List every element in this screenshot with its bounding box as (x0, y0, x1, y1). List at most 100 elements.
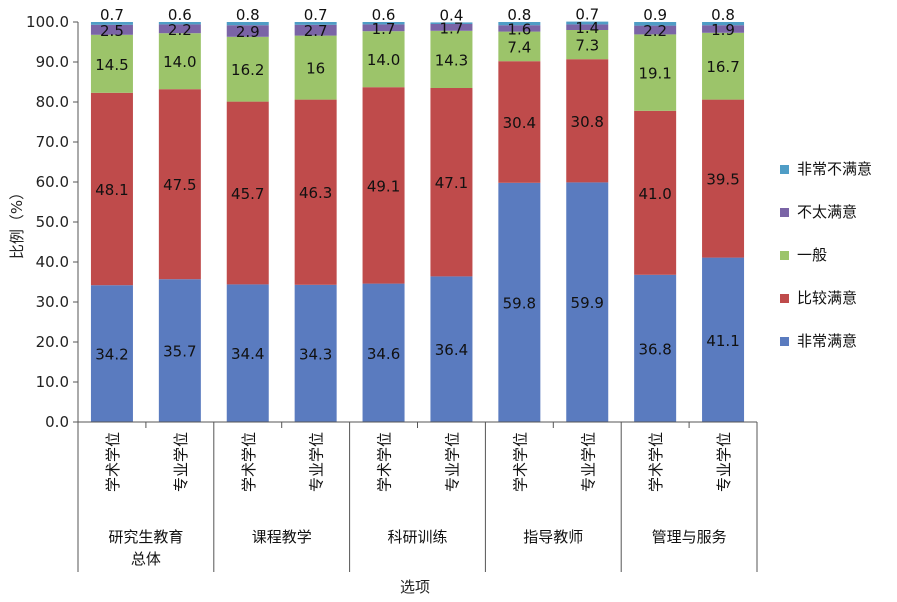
bar-segment (226, 101, 269, 285)
bar-segment (226, 25, 269, 37)
data-label: 0.6 (168, 6, 192, 24)
x-axis: 学术学位 专业学位 学术学位 专业学位 学术学位 专业学位 学术学位 专业学位 学术学位 专业学位… (77, 421, 758, 572)
data-label: 16 (306, 60, 325, 78)
legend-label: 比较满意 (797, 289, 857, 307)
bar-segment (362, 31, 405, 88)
y-tick-label: 60.0 (36, 173, 69, 191)
bar-segment (362, 87, 405, 284)
bar-segment (90, 285, 133, 422)
bar-segment (566, 182, 609, 422)
bar-segment (634, 110, 677, 275)
data-label: 46.3 (299, 184, 332, 202)
y-tick-label: 70.0 (36, 133, 69, 151)
legend-swatch (780, 337, 789, 346)
bar-segment (430, 276, 473, 422)
data-label: 1.6 (507, 20, 531, 38)
data-label: 0.6 (372, 6, 396, 24)
data-label: 14.0 (367, 51, 400, 69)
bar-segment (634, 34, 677, 111)
legend-label: 不太满意 (797, 203, 857, 221)
data-label: 1.4 (575, 19, 599, 37)
data-label: 2.9 (236, 23, 260, 41)
data-label: 2.2 (168, 21, 192, 39)
bar-segment (90, 34, 133, 93)
bar-segment (158, 33, 201, 90)
data-label: 47.1 (435, 174, 468, 192)
bar-segment (362, 283, 405, 422)
data-label: 0.7 (100, 6, 124, 24)
bars (90, 21, 745, 422)
bar-segment (294, 284, 337, 422)
bar-segment (362, 22, 405, 25)
bar-segment (634, 274, 677, 422)
data-label: 59.9 (571, 294, 604, 312)
data-labels: 34.248.114.52.50.735.747.514.02.20.634.4… (95, 6, 740, 364)
bar-segment (634, 25, 677, 35)
data-label: 59.8 (503, 294, 536, 312)
data-label: 0.8 (236, 6, 260, 24)
data-label: 0.7 (575, 6, 599, 24)
data-label: 0.9 (643, 6, 667, 24)
bar-segment (294, 99, 337, 285)
data-label: 36.8 (638, 340, 671, 358)
y-tick-label: 10.0 (36, 373, 69, 391)
bar-segment (362, 24, 405, 32)
category-label: 学术学位 (240, 432, 258, 492)
y-tick-label: 50.0 (36, 213, 69, 231)
data-label: 2.7 (304, 22, 328, 40)
group-label: 总体 (131, 550, 161, 568)
bar-segment (226, 284, 269, 422)
category-label: 学术学位 (104, 432, 122, 492)
data-label: 1.7 (372, 20, 396, 38)
y-tick-label: 30.0 (36, 293, 69, 311)
data-label: 49.1 (367, 177, 400, 195)
data-label: 34.3 (299, 345, 332, 363)
data-label: 36.4 (435, 341, 468, 359)
x-axis-title: 选项 (400, 578, 430, 596)
data-label: 2.5 (100, 22, 124, 40)
bar-segment (566, 30, 609, 60)
group-label: 指导教师 (523, 528, 583, 546)
bar-segment (90, 92, 133, 286)
category-label: 学术学位 (511, 432, 529, 492)
bar-segment (498, 25, 541, 32)
data-label: 0.4 (440, 6, 464, 24)
bar-segment (498, 22, 541, 26)
bar-segment (226, 22, 269, 26)
category-label: 学术学位 (376, 432, 394, 492)
category-label: 专业学位 (443, 432, 461, 492)
bar-segment (158, 22, 201, 25)
category-label: 学术学位 (647, 432, 665, 492)
bar-segment (702, 257, 745, 422)
y-tick-label: 90.0 (36, 53, 69, 71)
data-label: 1.9 (711, 21, 735, 39)
bar-segment (90, 22, 133, 25)
bar-segment (158, 279, 201, 422)
y-tick-label: 100.0 (26, 13, 69, 31)
category-label: 专业学位 (308, 432, 326, 492)
group-label: 课程教学 (252, 528, 312, 546)
data-label: 39.5 (706, 171, 739, 189)
bar-segment (430, 30, 473, 88)
legend-swatch (780, 251, 789, 260)
category-label: 专业学位 (579, 432, 597, 492)
bar-segment (702, 22, 745, 26)
bar-segment (702, 32, 745, 100)
data-label: 30.4 (503, 114, 536, 132)
y-axis: 0.0 10.0 20.0 30.0 40.0 50.0 60.0 70.0 80.0 90.0 1… (26, 13, 79, 431)
data-label: 0.8 (507, 6, 531, 24)
data-label: 14.0 (163, 53, 196, 71)
bar-segment (158, 89, 201, 280)
data-label: 0.8 (711, 6, 735, 24)
data-label: 47.5 (163, 176, 196, 194)
bar-segment (294, 22, 337, 25)
data-label: 34.4 (231, 345, 264, 363)
y-tick-label: 80.0 (36, 93, 69, 111)
data-label: 34.6 (367, 345, 400, 363)
data-label: 48.1 (95, 181, 128, 199)
legend-swatch (780, 165, 789, 174)
group-label: 科研训练 (387, 528, 447, 546)
legend-swatch (780, 294, 789, 303)
y-axis-title: 比例（%） (8, 185, 26, 259)
